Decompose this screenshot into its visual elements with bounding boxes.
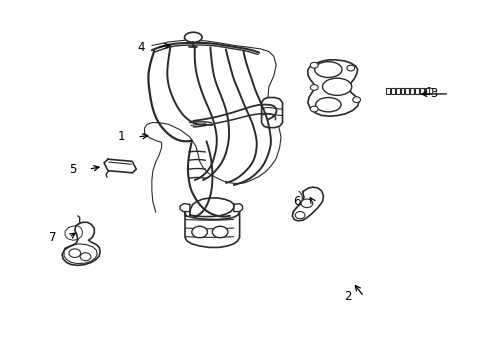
Ellipse shape: [346, 65, 354, 71]
Ellipse shape: [191, 226, 207, 238]
Polygon shape: [307, 60, 358, 116]
Text: 5: 5: [69, 163, 76, 176]
Text: 6: 6: [292, 195, 300, 208]
Ellipse shape: [184, 32, 202, 42]
Ellipse shape: [295, 212, 305, 219]
Ellipse shape: [315, 98, 340, 112]
Ellipse shape: [322, 78, 351, 95]
Polygon shape: [62, 222, 100, 265]
Polygon shape: [144, 40, 281, 212]
Polygon shape: [184, 212, 239, 247]
Polygon shape: [426, 87, 432, 95]
Ellipse shape: [310, 85, 318, 90]
Bar: [414, 88, 418, 94]
Bar: [385, 88, 389, 94]
Text: 3: 3: [429, 87, 436, 100]
Ellipse shape: [301, 199, 312, 208]
Text: 2: 2: [344, 290, 351, 303]
Polygon shape: [189, 198, 233, 217]
Text: 1: 1: [117, 130, 125, 144]
Text: 7: 7: [49, 231, 57, 244]
Bar: [419, 88, 423, 94]
Bar: [390, 88, 394, 94]
Ellipse shape: [80, 253, 91, 261]
Bar: [409, 88, 413, 94]
Ellipse shape: [310, 106, 318, 112]
Bar: [400, 88, 404, 94]
Ellipse shape: [310, 62, 318, 68]
Ellipse shape: [212, 226, 227, 238]
Polygon shape: [292, 187, 323, 221]
Bar: [395, 88, 399, 94]
Ellipse shape: [352, 97, 360, 103]
Text: 4: 4: [137, 41, 144, 54]
Polygon shape: [180, 204, 189, 212]
Bar: [424, 88, 428, 94]
Ellipse shape: [314, 62, 341, 77]
Polygon shape: [261, 98, 282, 128]
Polygon shape: [233, 204, 242, 212]
Polygon shape: [104, 159, 136, 173]
Ellipse shape: [69, 249, 81, 257]
Bar: [405, 88, 408, 94]
